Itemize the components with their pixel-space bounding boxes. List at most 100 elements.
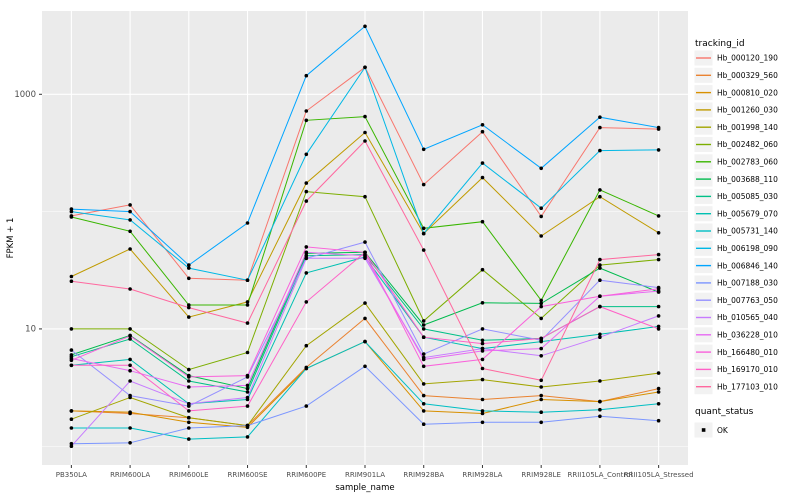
data-point [480,175,485,180]
x-tick-label: RRIM901LA [345,471,385,479]
data-point [539,410,543,415]
data-point [128,334,132,338]
legend-label: Hb_006198_090 [717,244,778,253]
data-point [128,368,132,373]
data-point [480,411,485,416]
data-point [304,199,309,203]
legend-entry-Hb_177103_010: Hb_177103_010 [694,379,778,395]
legend-entry-Hb_000120_190: Hb_000120_190 [694,50,778,66]
legend-entry-Hb_000329_560: Hb_000329_560 [694,67,778,83]
data-point [656,402,661,406]
legend-entry-Hb_002482_060: Hb_002482_060 [694,137,778,152]
data-point [187,263,191,267]
data-point [480,219,485,224]
data-point [69,426,74,430]
data-point [656,371,661,375]
data-point [363,250,367,255]
data-point [187,266,191,270]
data-point [421,182,426,187]
data-point [363,339,367,344]
data-point [480,409,485,413]
data-point [69,215,74,219]
data-point [128,393,132,398]
data-point [69,348,74,352]
data-point [656,125,661,130]
y-axis-title: FPKM + 1 [6,218,16,259]
data-point [656,304,661,309]
legend-entry-Hb_001260_030: Hb_001260_030 [694,102,778,118]
data-point [363,240,367,244]
quant-legend-label: OK [717,426,729,435]
legend-label: Hb_007188_030 [717,279,778,288]
legend-label: Hb_005085_030 [717,192,778,201]
data-point [598,304,602,309]
data-point [128,209,132,214]
data-point [539,420,543,425]
data-point [363,194,367,199]
data-point [598,335,602,340]
data-point [128,337,132,341]
axis-ticks [39,93,660,468]
legend-label: Hb_003688_110 [717,175,778,184]
data-point [187,385,191,389]
data-point [480,349,485,353]
data-point [539,298,543,303]
legend-entry-Hb_001998_140: Hb_001998_140 [694,119,778,135]
legend-label: Hb_001260_030 [717,106,778,115]
data-point [245,373,250,378]
data-point [304,250,309,255]
data-point [598,115,602,119]
data-point [187,375,191,379]
data-point [304,73,309,78]
data-point [421,382,426,386]
data-point [304,366,309,371]
data-point [421,357,426,362]
data-point [656,418,661,423]
data-point [421,393,426,398]
legend-label: Hb_166480_010 [717,348,778,357]
data-point [656,324,661,329]
data-point [304,109,309,113]
data-point [187,409,191,413]
data-point [245,395,250,400]
data-point [656,257,661,262]
legend-label: Hb_002482_060 [717,140,778,149]
data-point [363,114,367,119]
data-point [69,363,74,368]
legend-entry-Hb_006198_090: Hb_006198_090 [694,240,778,256]
data-point [69,209,74,214]
x-tick-label: RRII105LA_Stressed [624,471,694,479]
legend-label: Hb_000329_560 [717,71,778,80]
data-point [245,221,250,225]
data-point [363,364,367,369]
data-point [245,404,250,408]
data-point [539,378,543,383]
legend-label: Hb_002783_060 [717,158,778,167]
data-point [245,278,250,283]
data-point [656,252,661,257]
data-point [539,234,543,238]
data-point [421,409,426,413]
data-point [598,263,602,267]
data-point [421,226,426,231]
data-point [598,125,602,130]
data-point [304,254,309,258]
data-point [69,444,74,449]
data-point [539,214,543,219]
data-point [539,206,543,210]
data-point [363,301,367,305]
data-point [187,420,191,425]
data-point [421,323,426,327]
data-point [598,294,602,299]
legend-title: tracking_id [695,39,745,49]
quant-key-square-marker [701,428,706,432]
data-point [304,152,309,157]
data-point [656,214,661,218]
data-point [480,397,485,402]
data-point [69,274,74,279]
data-point [69,409,74,413]
data-point [539,385,543,389]
data-point [480,267,485,272]
